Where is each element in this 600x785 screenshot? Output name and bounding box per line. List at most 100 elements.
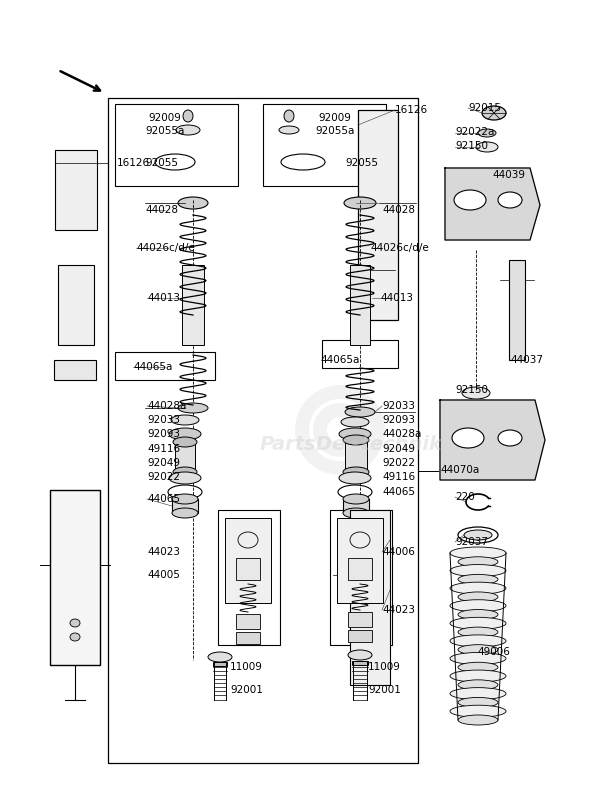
- Text: 92022: 92022: [382, 458, 415, 468]
- Bar: [236, 632, 260, 644]
- Text: 92009: 92009: [148, 113, 181, 123]
- Text: PartsDe: PartsDe: [260, 436, 346, 455]
- Ellipse shape: [462, 387, 490, 399]
- Ellipse shape: [176, 125, 200, 135]
- Text: 44006: 44006: [382, 547, 415, 557]
- Ellipse shape: [458, 697, 498, 707]
- Ellipse shape: [450, 635, 506, 647]
- Ellipse shape: [450, 600, 506, 612]
- Bar: [55, 150, 97, 230]
- Ellipse shape: [343, 467, 369, 477]
- Text: 220: 220: [455, 492, 475, 502]
- Text: 92093: 92093: [382, 415, 415, 425]
- Ellipse shape: [498, 192, 522, 208]
- Ellipse shape: [458, 592, 498, 602]
- Ellipse shape: [208, 652, 232, 662]
- Text: 92001: 92001: [230, 685, 263, 695]
- Text: 92055: 92055: [145, 158, 178, 168]
- Text: 44026c/d/e: 44026c/d/e: [136, 243, 195, 253]
- Bar: [345, 440, 367, 472]
- Ellipse shape: [450, 547, 506, 559]
- Text: 44013: 44013: [147, 293, 180, 303]
- Text: 44037: 44037: [510, 355, 543, 365]
- Bar: [115, 104, 238, 186]
- Text: 44039: 44039: [492, 170, 525, 180]
- Bar: [236, 558, 260, 580]
- Text: 44065a: 44065a: [320, 355, 359, 365]
- Ellipse shape: [348, 650, 372, 660]
- Bar: [350, 510, 390, 685]
- Text: 16126: 16126: [117, 158, 150, 168]
- Ellipse shape: [173, 467, 197, 477]
- Text: 49116: 49116: [382, 472, 415, 482]
- Text: 44026c/d/e: 44026c/d/e: [370, 243, 429, 253]
- Bar: [213, 662, 227, 666]
- Ellipse shape: [341, 417, 369, 427]
- Bar: [322, 340, 398, 368]
- Ellipse shape: [450, 670, 506, 682]
- Text: 44005: 44005: [147, 570, 180, 580]
- Ellipse shape: [482, 106, 506, 120]
- Ellipse shape: [169, 472, 201, 484]
- Ellipse shape: [450, 688, 506, 699]
- Ellipse shape: [70, 619, 80, 627]
- Text: 44028a: 44028a: [382, 429, 421, 439]
- Text: 92033: 92033: [382, 401, 415, 411]
- Ellipse shape: [279, 126, 299, 134]
- Text: 92009: 92009: [318, 113, 351, 123]
- Ellipse shape: [172, 508, 198, 518]
- Text: 44023: 44023: [382, 605, 415, 615]
- Bar: [218, 510, 280, 645]
- Bar: [175, 442, 195, 472]
- Ellipse shape: [450, 617, 506, 630]
- Text: 44065: 44065: [147, 494, 180, 504]
- Ellipse shape: [345, 407, 375, 417]
- Text: 11009: 11009: [368, 662, 401, 672]
- Bar: [108, 98, 418, 763]
- Text: 44028: 44028: [382, 205, 415, 215]
- Ellipse shape: [458, 575, 498, 584]
- Bar: [348, 612, 372, 627]
- Bar: [225, 518, 271, 603]
- Ellipse shape: [452, 428, 484, 448]
- Ellipse shape: [464, 530, 492, 540]
- Text: •technik: •technik: [348, 436, 442, 455]
- Bar: [348, 630, 372, 642]
- Ellipse shape: [458, 609, 498, 619]
- Text: 44023: 44023: [147, 547, 180, 557]
- Text: 92093: 92093: [147, 429, 180, 439]
- Ellipse shape: [171, 415, 199, 425]
- Text: 44070a: 44070a: [440, 465, 479, 475]
- Text: 92001: 92001: [368, 685, 401, 695]
- Ellipse shape: [344, 197, 376, 209]
- Ellipse shape: [343, 508, 369, 518]
- Text: 44065: 44065: [382, 487, 415, 497]
- Ellipse shape: [169, 428, 201, 440]
- Text: 49116: 49116: [147, 444, 180, 454]
- Bar: [350, 265, 370, 345]
- Bar: [337, 518, 383, 603]
- Text: 92049: 92049: [382, 444, 415, 454]
- Text: 44013: 44013: [380, 293, 413, 303]
- Bar: [172, 499, 198, 513]
- Ellipse shape: [343, 494, 369, 504]
- Ellipse shape: [476, 142, 498, 152]
- Bar: [263, 104, 386, 186]
- Ellipse shape: [183, 110, 193, 122]
- Bar: [352, 661, 368, 665]
- Ellipse shape: [458, 680, 498, 690]
- Ellipse shape: [339, 428, 371, 440]
- Text: 92150: 92150: [455, 385, 488, 395]
- Ellipse shape: [458, 644, 498, 655]
- Ellipse shape: [450, 705, 506, 717]
- Bar: [115, 352, 215, 380]
- Text: 92055a: 92055a: [145, 126, 184, 136]
- Bar: [509, 260, 525, 360]
- Ellipse shape: [478, 129, 496, 137]
- Bar: [50, 490, 100, 665]
- Ellipse shape: [450, 582, 506, 594]
- Text: 44028a: 44028a: [147, 401, 187, 411]
- Text: 92022: 92022: [147, 472, 180, 482]
- Ellipse shape: [458, 663, 498, 672]
- Ellipse shape: [339, 472, 371, 484]
